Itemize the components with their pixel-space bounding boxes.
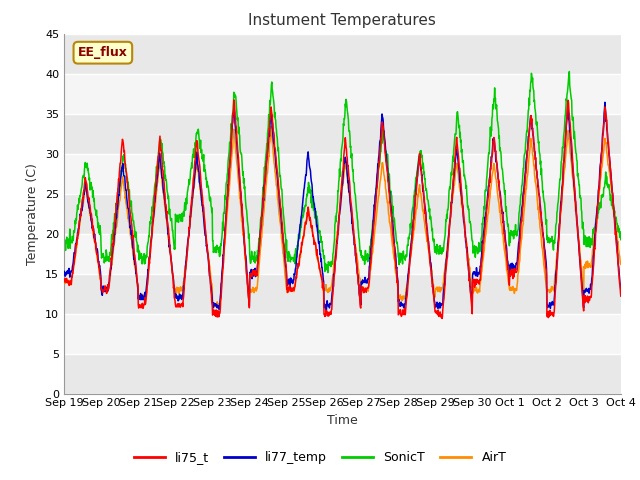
AirT [184, 239, 191, 245]
Bar [64, 154, 621, 193]
li77_temp [617, 287, 625, 293]
SonicT [617, 237, 625, 242]
li75_t [552, 287, 559, 292]
SonicT [60, 242, 68, 248]
li75_t [246, 274, 254, 280]
SonicT [246, 258, 254, 264]
li75_t [184, 242, 191, 248]
AirT [502, 263, 510, 268]
Bar [64, 114, 621, 154]
li75_t [502, 249, 510, 255]
AirT [429, 282, 437, 288]
li77_temp [170, 284, 178, 290]
AirT [246, 289, 254, 295]
Bar [64, 73, 621, 114]
Bar [64, 34, 621, 73]
li77_temp [246, 269, 254, 275]
SonicT [184, 187, 191, 193]
AirT [60, 279, 68, 285]
Bar [64, 193, 621, 234]
li77_temp [323, 308, 330, 313]
SonicT [324, 270, 332, 276]
li75_t [438, 315, 446, 321]
SonicT [429, 238, 437, 243]
Y-axis label: Temperature (C): Temperature (C) [26, 163, 40, 264]
AirT [211, 304, 219, 310]
li77_temp [502, 241, 509, 247]
AirT [170, 287, 178, 292]
li75_t [429, 290, 437, 296]
li75_t [230, 97, 237, 103]
SonicT [170, 246, 178, 252]
Line: li75_t: li75_t [64, 100, 621, 318]
li75_t [170, 295, 178, 300]
Line: SonicT: SonicT [64, 72, 621, 273]
li77_temp [429, 285, 437, 290]
SonicT [566, 69, 573, 74]
li77_temp [551, 282, 559, 288]
Title: Instument Temperatures: Instument Temperatures [248, 13, 436, 28]
X-axis label: Time: Time [327, 414, 358, 427]
Bar [64, 313, 621, 354]
li75_t [617, 293, 625, 299]
Bar [64, 274, 621, 313]
Bar [64, 354, 621, 394]
li75_t [60, 278, 68, 284]
AirT [552, 271, 559, 276]
li77_temp [184, 238, 191, 244]
AirT [267, 123, 275, 129]
li77_temp [60, 269, 68, 275]
AirT [617, 261, 625, 267]
Line: AirT: AirT [64, 126, 621, 307]
SonicT [502, 208, 509, 214]
Bar [64, 234, 621, 274]
li77_temp [601, 99, 609, 105]
Legend: li75_t, li77_temp, SonicT, AirT: li75_t, li77_temp, SonicT, AirT [129, 446, 511, 469]
SonicT [551, 234, 559, 240]
Text: EE_flux: EE_flux [78, 46, 128, 59]
Line: li77_temp: li77_temp [64, 102, 621, 311]
